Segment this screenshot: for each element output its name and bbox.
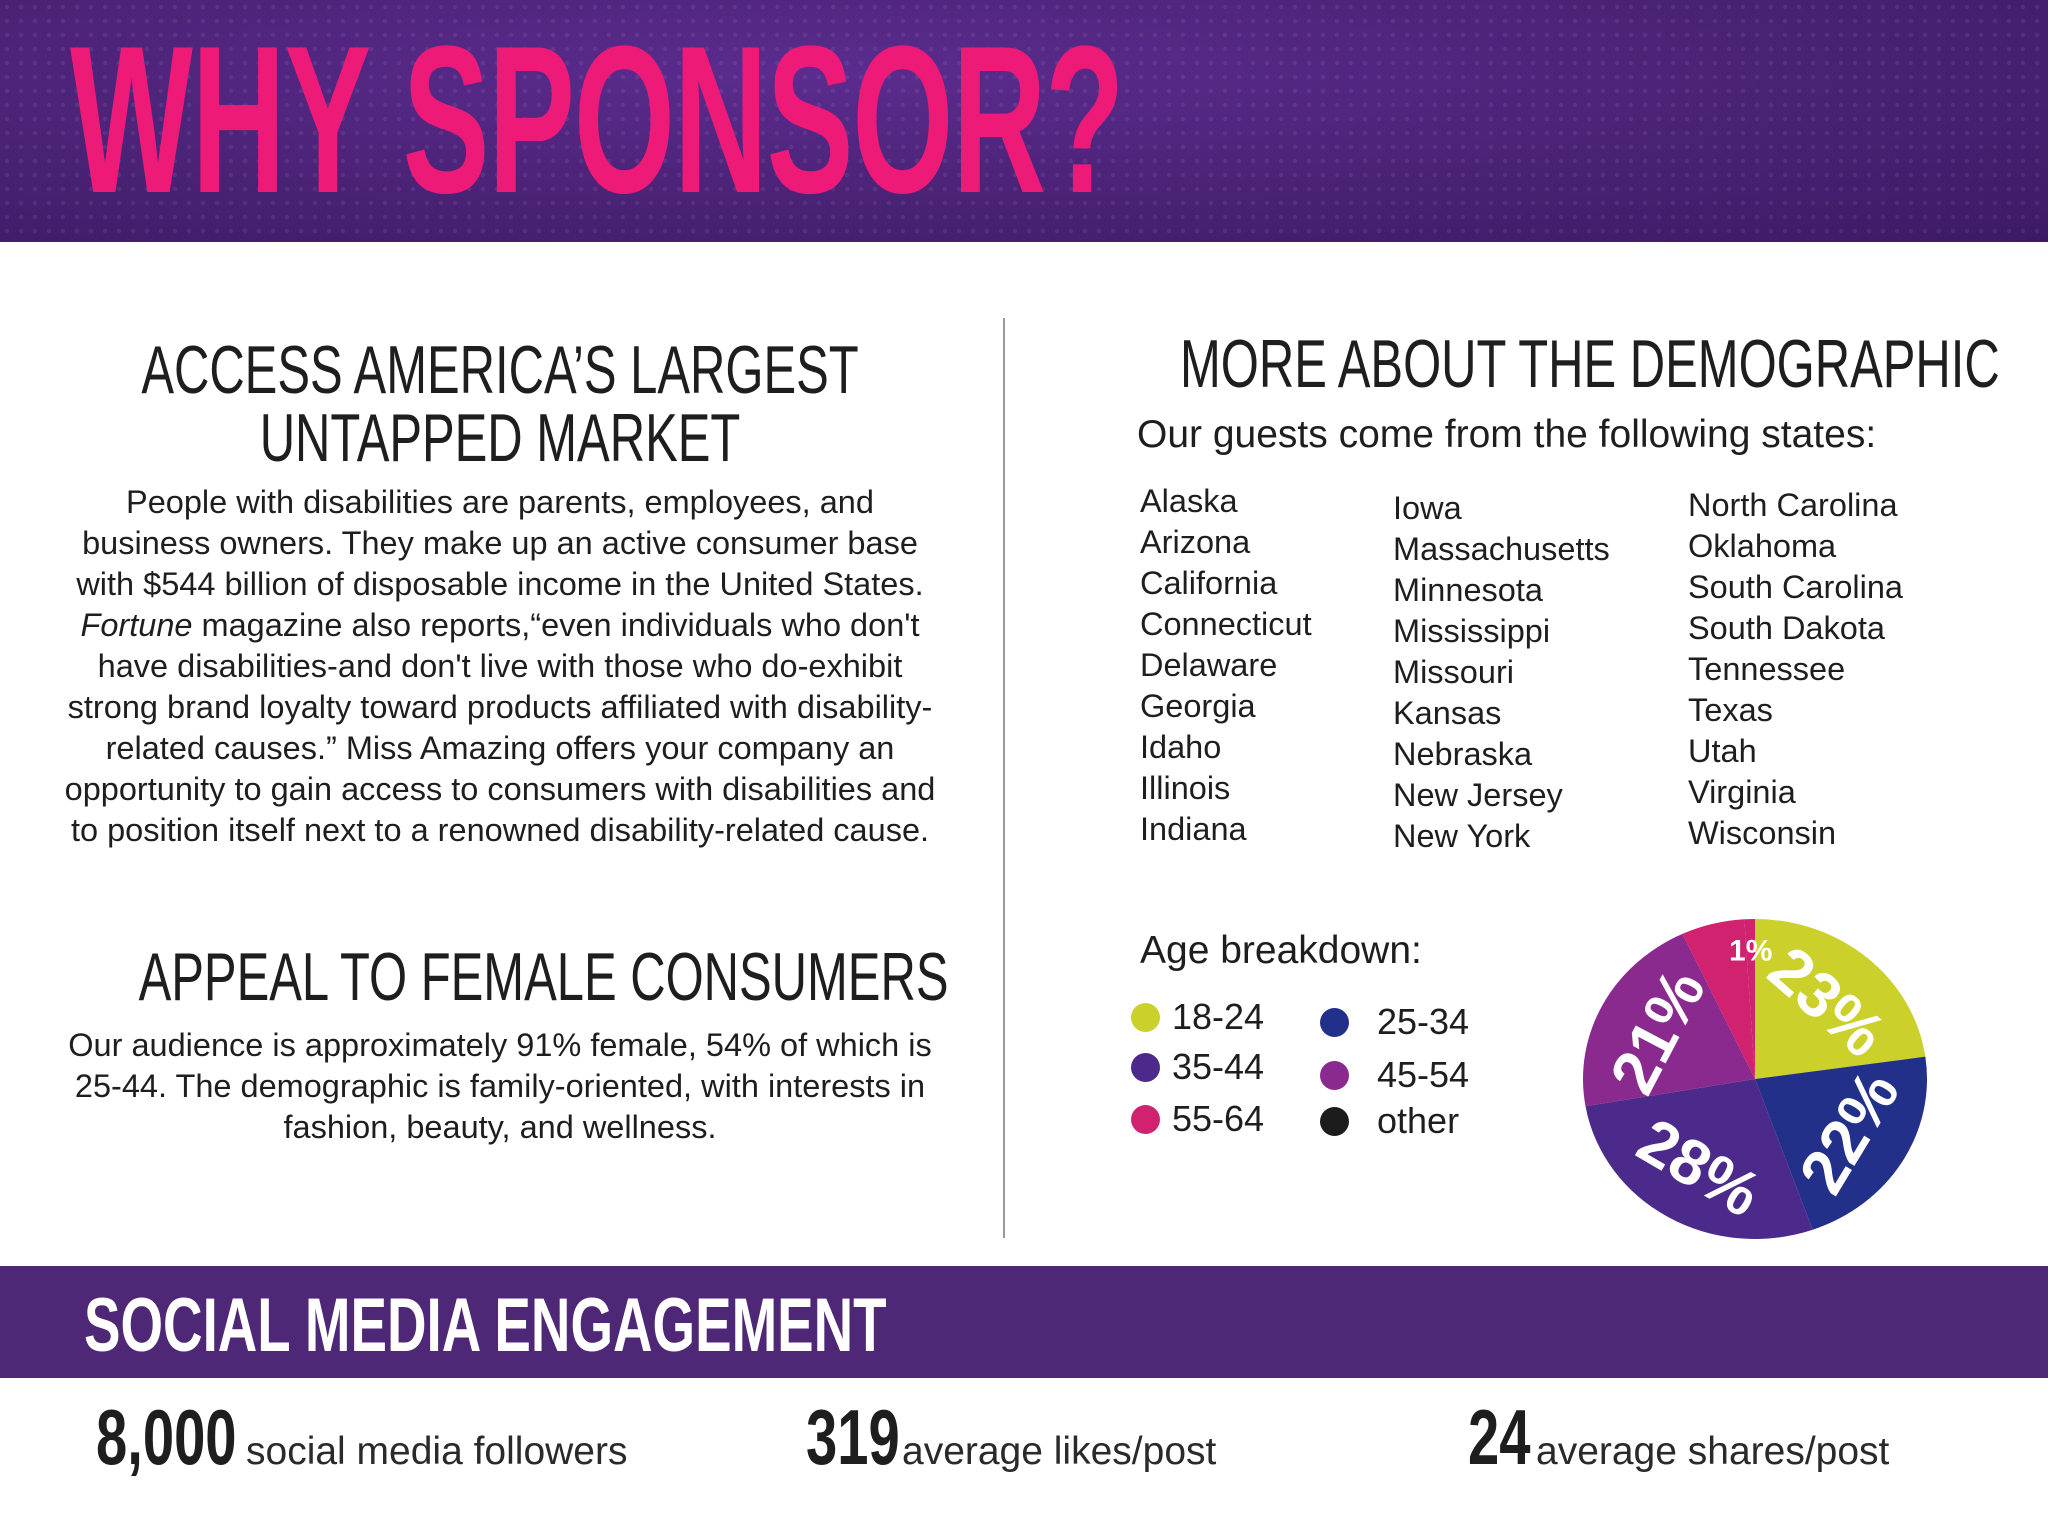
state-item: South Carolina — [1688, 569, 1903, 605]
state-item: Kansas — [1393, 695, 1502, 731]
access-heading: ACCESS AMERICA’S LARGEST UNTAPPED MARKET — [140, 336, 860, 472]
states-column-3: North Carolina Oklahoma South Carolina S… — [1688, 485, 1903, 854]
stat-label: social media followers — [246, 1430, 628, 1473]
appeal-heading: APPEAL TO FEMALE CONSUMERS — [138, 939, 949, 1015]
state-item: Massachusetts — [1393, 531, 1610, 567]
access-body-part1: People with disabilities are parents, em… — [76, 484, 924, 602]
pie-slice-25-34 — [1755, 1056, 1927, 1230]
legend-dot-55-64 — [1131, 1104, 1160, 1134]
legend-dot-45-54 — [1320, 1060, 1349, 1090]
pie-slice-18-24 — [1755, 919, 1926, 1079]
states-intro: Our guests come from the following state… — [1137, 413, 1877, 456]
state-item: Iowa — [1393, 490, 1462, 526]
state-item: Mississippi — [1393, 613, 1551, 649]
state-item: South Dakota — [1688, 610, 1885, 646]
legend-label: 18-24 — [1172, 996, 1265, 1037]
legend-item-25-34: 25-34 — [1320, 1002, 1469, 1042]
pie-slice-35-44 — [1585, 1079, 1813, 1239]
stat-followers: 8,000 social media followers — [96, 1392, 628, 1483]
pie-label-other: 1% — [1729, 935, 1772, 968]
legend-dot-18-24 — [1131, 1002, 1160, 1032]
age-pie-chart: 23%22%28%21%1% — [1583, 919, 1927, 1239]
stat-label: average shares/post — [1536, 1430, 1890, 1473]
state-item: Idaho — [1140, 729, 1222, 765]
legend-dot-25-34 — [1320, 1007, 1349, 1037]
access-body: People with disabilities are parents, em… — [60, 482, 940, 851]
state-item: Connecticut — [1140, 606, 1312, 642]
demographic-heading: MORE ABOUT THE DEMOGRAPHIC — [1180, 326, 2000, 402]
legend-item-55-64: 55-64 — [1131, 1099, 1264, 1139]
state-item: Arizona — [1140, 524, 1251, 560]
age-breakdown-heading: Age breakdown: — [1140, 929, 1422, 972]
state-item: Wisconsin — [1688, 815, 1837, 851]
legend-dot-35-44 — [1131, 1052, 1160, 1082]
legend-item-45-54: 45-54 — [1320, 1055, 1469, 1095]
appeal-body: Our audience is approximately 91% female… — [68, 1027, 932, 1145]
legend-item-35-44: 35-44 — [1131, 1047, 1264, 1087]
state-item: Minnesota — [1393, 572, 1543, 608]
legend-label: 35-44 — [1172, 1046, 1265, 1087]
header-banner: WHY SPONSOR? — [0, 0, 2048, 242]
access-heading-line1: ACCESS AMERICA’S LARGEST — [141, 332, 859, 408]
state-item: Alaska — [1140, 483, 1238, 519]
social-band: SOCIAL MEDIA ENGAGEMENT — [0, 1266, 2048, 1378]
stat-label: average likes/post — [902, 1430, 1217, 1473]
state-item: North Carolina — [1688, 487, 1898, 523]
social-heading: SOCIAL MEDIA ENGAGEMENT — [84, 1283, 887, 1368]
state-item: Delaware — [1140, 647, 1278, 683]
state-item: Georgia — [1140, 688, 1256, 724]
states-column-2: Iowa Massachusetts Minnesota Mississippi… — [1393, 488, 1610, 857]
legend-item-18-24: 18-24 — [1131, 997, 1264, 1037]
access-body-part2: magazine also reports,“even individuals … — [64, 607, 936, 848]
pie-slice-other — [1744, 919, 1755, 1079]
pie-slice-55-64 — [1682, 919, 1755, 1079]
stat-likes: 319 average likes/post — [806, 1392, 1216, 1483]
states-column-1: Alaska Arizona California Connecticut De… — [1140, 481, 1312, 850]
state-item: Texas — [1688, 692, 1773, 728]
state-item: Tennessee — [1688, 651, 1846, 687]
state-item: Oklahoma — [1688, 528, 1837, 564]
state-item: Nebraska — [1393, 736, 1533, 772]
legend-label: 55-64 — [1172, 1098, 1265, 1139]
legend-label: 45-54 — [1377, 1054, 1470, 1095]
page-title: WHY SPONSOR? — [70, 2, 1125, 237]
state-item: New Jersey — [1393, 777, 1563, 813]
stat-number: 8,000 — [96, 1393, 237, 1481]
state-item: Indiana — [1140, 811, 1247, 847]
state-item: New York — [1393, 818, 1531, 854]
legend-item-other: other — [1320, 1101, 1459, 1141]
stat-shares: 24 average shares/post — [1468, 1392, 1889, 1483]
legend-dot-other — [1320, 1106, 1349, 1136]
state-item: Virginia — [1688, 774, 1796, 810]
pie-slice-45-54 — [1583, 933, 1755, 1107]
stat-number: 319 — [806, 1393, 900, 1481]
legend-label: other — [1377, 1100, 1460, 1141]
access-heading-line2: UNTAPPED MARKET — [259, 400, 741, 476]
legend-label: 25-34 — [1377, 1001, 1470, 1042]
access-body-italic: Fortune — [80, 607, 193, 643]
state-item: Utah — [1688, 733, 1757, 769]
state-item: California — [1140, 565, 1278, 601]
column-divider — [1003, 318, 1005, 1238]
state-item: Illinois — [1140, 770, 1231, 806]
stat-number: 24 — [1468, 1393, 1531, 1481]
state-item: Missouri — [1393, 654, 1514, 690]
